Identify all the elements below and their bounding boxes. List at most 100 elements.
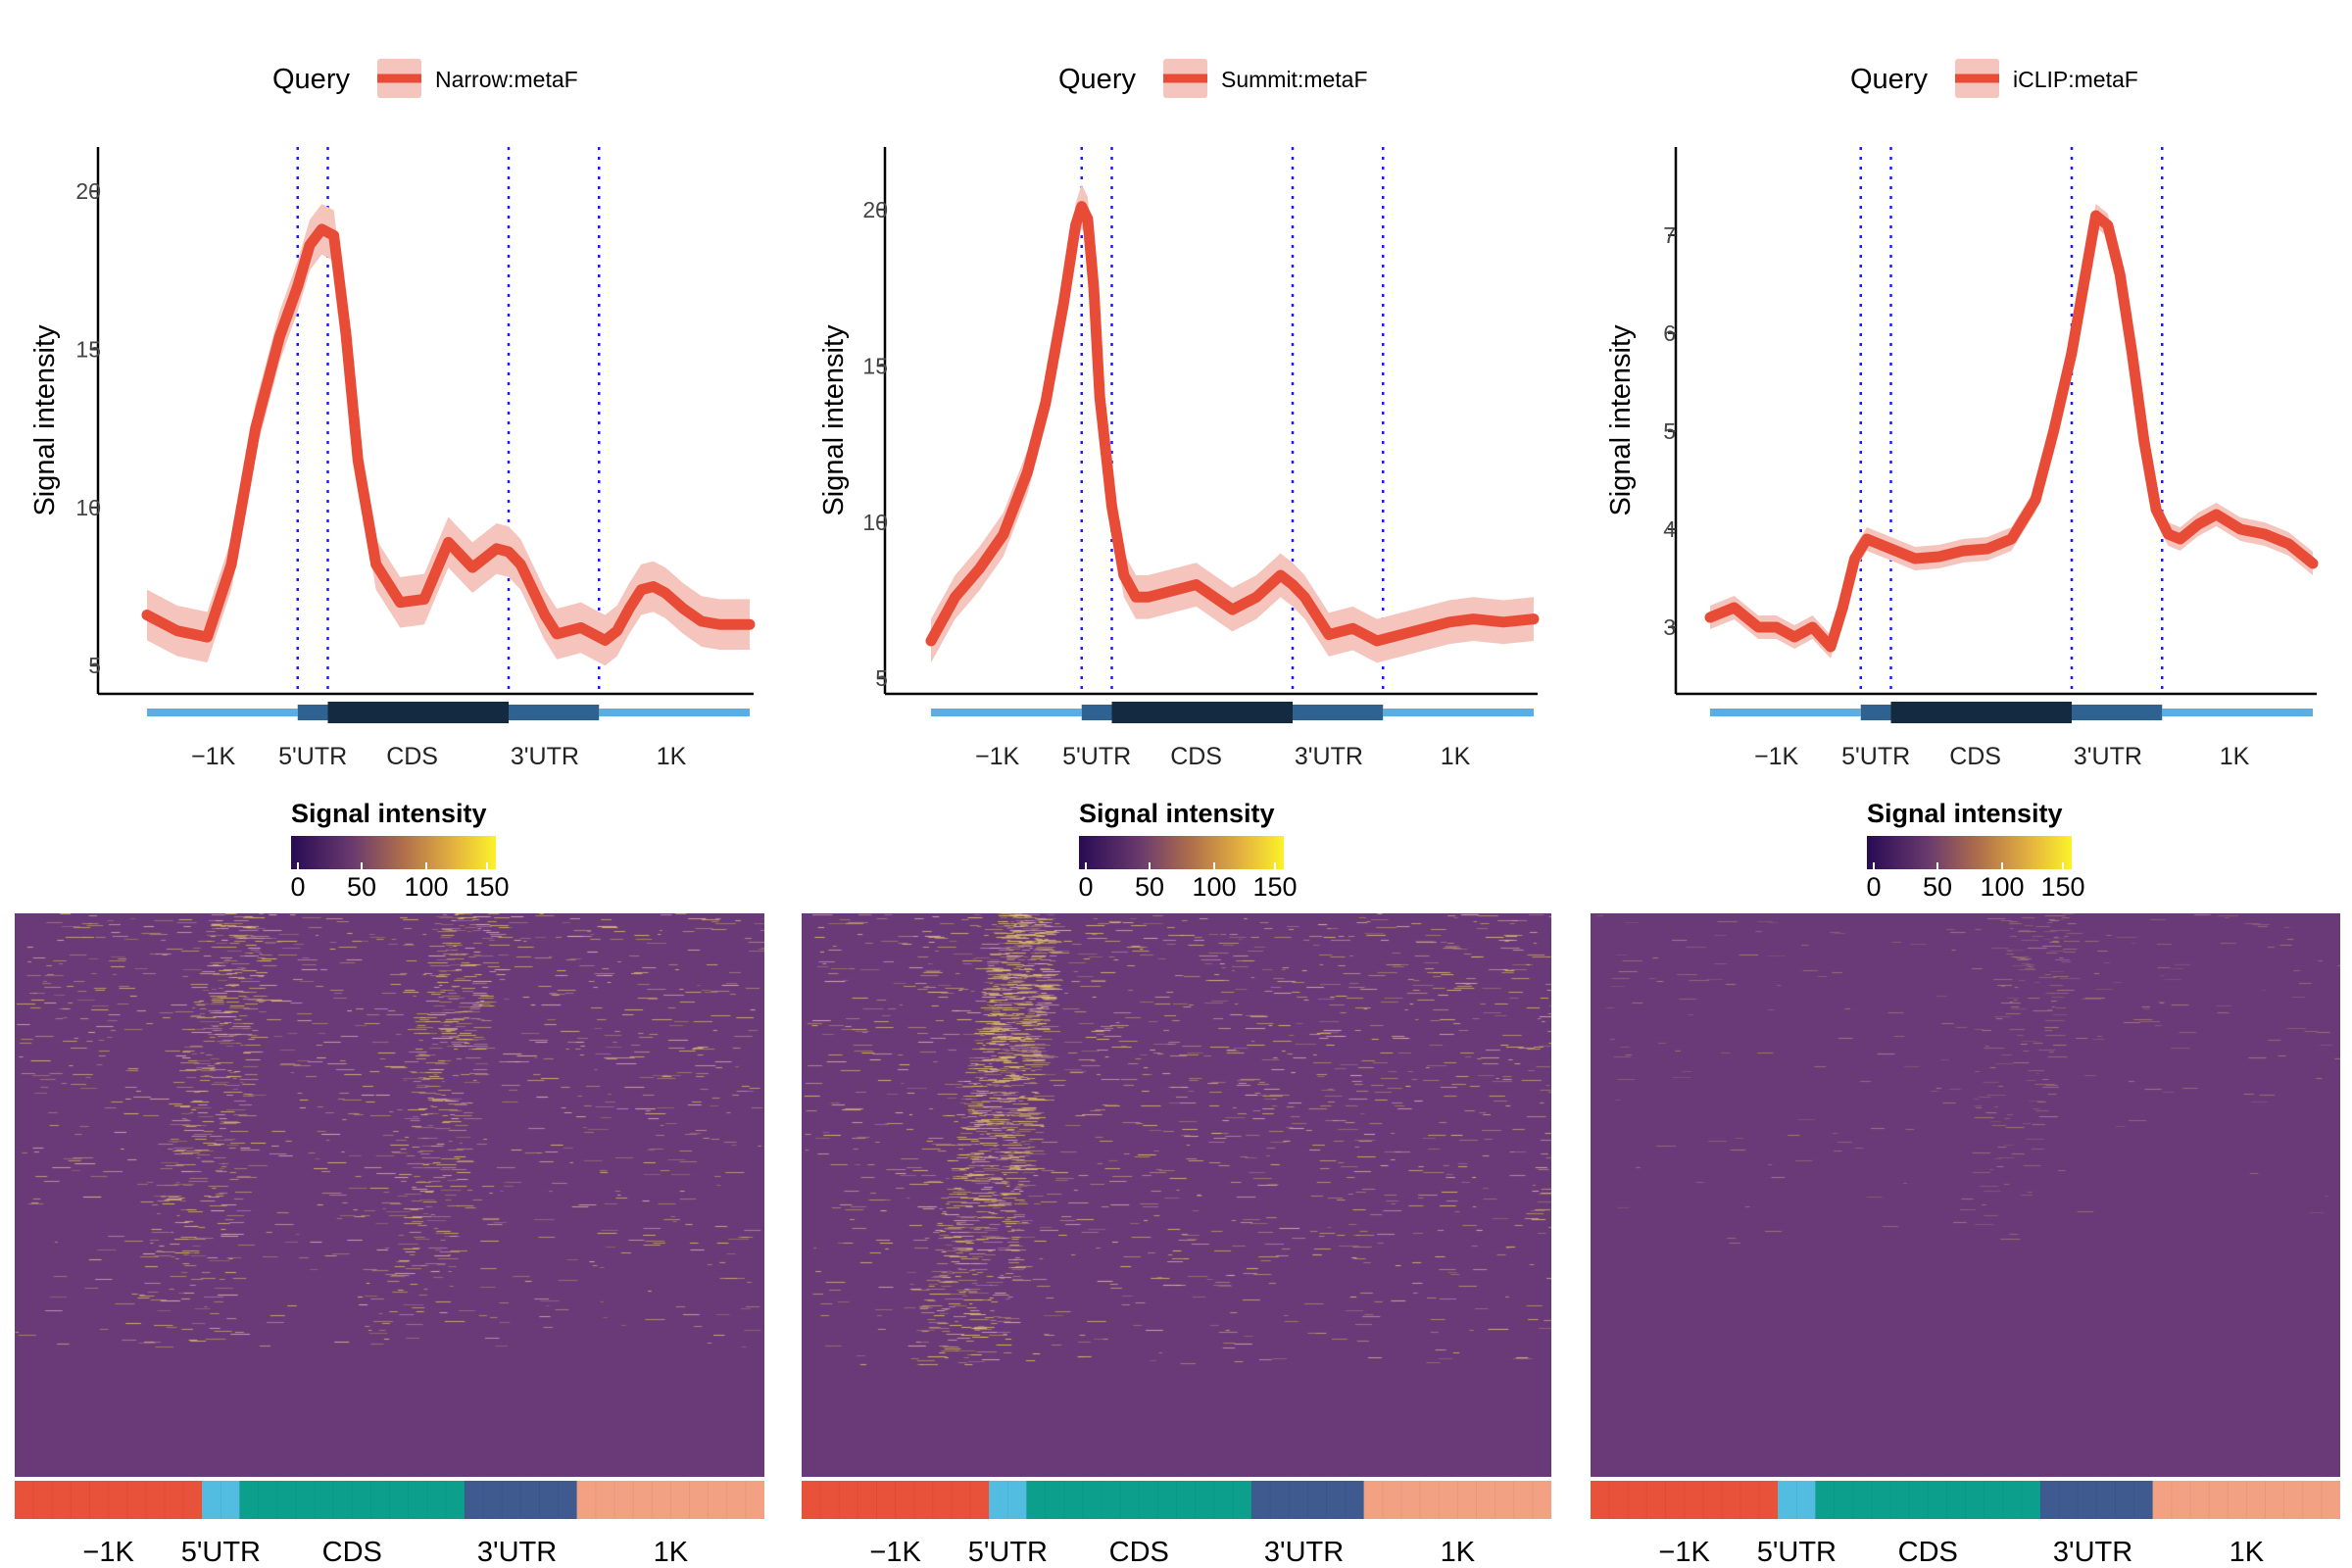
y-tick-label: 20 [862, 197, 888, 222]
data-point [592, 633, 594, 635]
data-point [278, 336, 280, 338]
data-point [508, 551, 510, 553]
data-point [1709, 616, 1711, 618]
region-segment [802, 1481, 990, 1519]
colorbar-tick-label: 0 [1866, 872, 1881, 902]
data-point [1830, 646, 1832, 648]
region-bar: −1K 5'UTR CDS 3'UTR 1K [15, 1481, 764, 1568]
data-point [2107, 224, 2109, 226]
data-point [664, 592, 666, 594]
data-point [556, 633, 558, 635]
data-point [255, 427, 257, 429]
legend: Query iCLIP:metaF [1850, 59, 2138, 98]
region-segment [1251, 1481, 1364, 1519]
x-tick-label: 3'UTR [511, 743, 579, 770]
y-axis-label: Signal intensity [1605, 324, 1637, 516]
data-point [496, 548, 498, 550]
data-point [1026, 471, 1028, 473]
data-point [1213, 596, 1215, 598]
data-point [1081, 206, 1083, 208]
colorbar-tick-label: 150 [2040, 872, 2084, 902]
data-point [1292, 584, 1294, 586]
data-point [423, 598, 425, 600]
x-tick-label: 3'UTR [1295, 743, 1363, 770]
data-point [580, 626, 582, 628]
data-point [1533, 618, 1535, 620]
colorbar-tick-label: 100 [1980, 872, 2024, 902]
colorbar-tick-label: 0 [1078, 872, 1093, 902]
region-segment [202, 1481, 240, 1519]
data-point [955, 596, 956, 598]
region-segment [1026, 1481, 1251, 1519]
colorbar-gradient [1079, 836, 1284, 869]
data-point [1099, 396, 1101, 398]
data-point [448, 541, 449, 543]
region-segment [1815, 1481, 2040, 1519]
colorbar-title: Signal intensity [1867, 799, 2063, 828]
data-point [2216, 514, 2218, 515]
x-tick-label: −1K [191, 743, 236, 770]
data-point [1232, 609, 1233, 611]
data-point [2053, 430, 2055, 432]
legend: Query Summit:metaF [1058, 59, 1368, 98]
colorbar: Signal intensity 0 50 100 150 [1078, 799, 1297, 902]
data-point [1776, 626, 1778, 628]
data-point [1448, 621, 1450, 623]
colorbar-tick-label: 50 [1923, 872, 1952, 902]
data-point [297, 285, 299, 287]
legend-label: iCLIP:metaF [2013, 67, 2138, 92]
confidence-ribbon [931, 184, 1534, 663]
data-point [2155, 509, 2157, 511]
region-segment [15, 1481, 203, 1519]
data-point [2287, 543, 2289, 545]
y-tick-label: 5 [875, 665, 888, 691]
data-point [737, 623, 739, 625]
data-point [1938, 556, 1940, 558]
data-point [1003, 534, 1004, 536]
data-point [1075, 224, 1077, 226]
data-point [604, 639, 606, 641]
x-tick-label: 1K [2220, 743, 2250, 770]
data-point [146, 614, 148, 616]
colorbar-tick-label: 100 [404, 872, 448, 902]
gene-cds [327, 702, 509, 723]
x-tick-label: 1K [1441, 743, 1471, 770]
region-label: 3'UTR [1264, 1537, 1344, 1568]
data-point [1812, 626, 1814, 628]
data-point [1914, 558, 1916, 560]
x-tick-label: 3'UTR [2074, 743, 2142, 770]
gene-5utr [1860, 705, 1891, 720]
data-point [628, 608, 630, 610]
data-point [1793, 636, 1795, 638]
x-tick-label: CDS [386, 743, 438, 770]
y-axis-label: Signal intensity [29, 324, 61, 516]
y-tick-label: 20 [75, 178, 101, 204]
data-point [1328, 634, 1330, 636]
data-point [1986, 548, 1988, 550]
legend-label: Narrow:metaF [435, 67, 578, 92]
gene-5utr [1081, 705, 1112, 720]
data-point [653, 586, 655, 588]
region-segment [576, 1481, 764, 1519]
line-panel-1: Query Narrow:metaF 5 10 15 20 Signal intensity… [29, 59, 756, 770]
colorbar-gradient [1867, 836, 2072, 869]
data-point [1111, 506, 1112, 508]
y-tick-label: 10 [75, 495, 101, 520]
region-segment [465, 1481, 577, 1519]
data-point [2011, 538, 2012, 540]
y-tick-label: 6 [1663, 320, 1676, 346]
series-line [1704, 210, 2319, 653]
gene-downstream [599, 709, 750, 716]
colorbar-tick-label: 50 [347, 872, 376, 902]
region-segment [989, 1481, 1027, 1519]
colorbar-title: Signal intensity [1079, 799, 1275, 828]
region-label: 1K [1441, 1537, 1476, 1568]
y-tick-label: 7 [1663, 222, 1676, 248]
data-point [357, 459, 359, 461]
gene-model: −1K 5'UTR CDS 3'UTR 1K [1710, 702, 2313, 770]
data-point [1280, 574, 1282, 576]
region-label: 5'UTR [968, 1537, 1048, 1568]
y-tick-label: 15 [75, 337, 101, 363]
heatmap-2 [802, 913, 1551, 1477]
region-segment [1591, 1481, 1779, 1519]
